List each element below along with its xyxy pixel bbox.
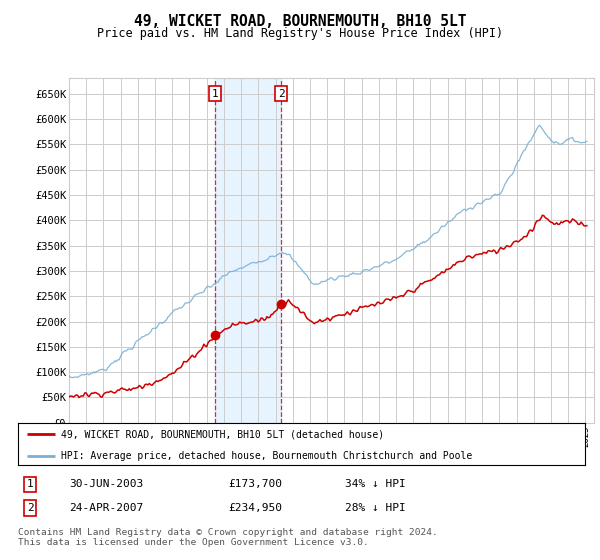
Text: 1: 1 <box>26 479 34 489</box>
Text: 30-JUN-2003: 30-JUN-2003 <box>69 479 143 489</box>
Text: 1: 1 <box>212 88 218 99</box>
Text: 34% ↓ HPI: 34% ↓ HPI <box>345 479 406 489</box>
Text: Contains HM Land Registry data © Crown copyright and database right 2024.
This d: Contains HM Land Registry data © Crown c… <box>18 528 438 547</box>
Text: Price paid vs. HM Land Registry's House Price Index (HPI): Price paid vs. HM Land Registry's House … <box>97 27 503 40</box>
Text: HPI: Average price, detached house, Bournemouth Christchurch and Poole: HPI: Average price, detached house, Bour… <box>61 451 472 460</box>
Text: 49, WICKET ROAD, BOURNEMOUTH, BH10 5LT: 49, WICKET ROAD, BOURNEMOUTH, BH10 5LT <box>134 14 466 29</box>
Text: 24-APR-2007: 24-APR-2007 <box>69 503 143 513</box>
Text: 28% ↓ HPI: 28% ↓ HPI <box>345 503 406 513</box>
Text: 2: 2 <box>278 88 284 99</box>
Text: 2: 2 <box>26 503 34 513</box>
Bar <box>215 78 281 423</box>
Text: £173,700: £173,700 <box>228 479 282 489</box>
Text: £234,950: £234,950 <box>228 503 282 513</box>
Text: 49, WICKET ROAD, BOURNEMOUTH, BH10 5LT (detached house): 49, WICKET ROAD, BOURNEMOUTH, BH10 5LT (… <box>61 429 383 439</box>
